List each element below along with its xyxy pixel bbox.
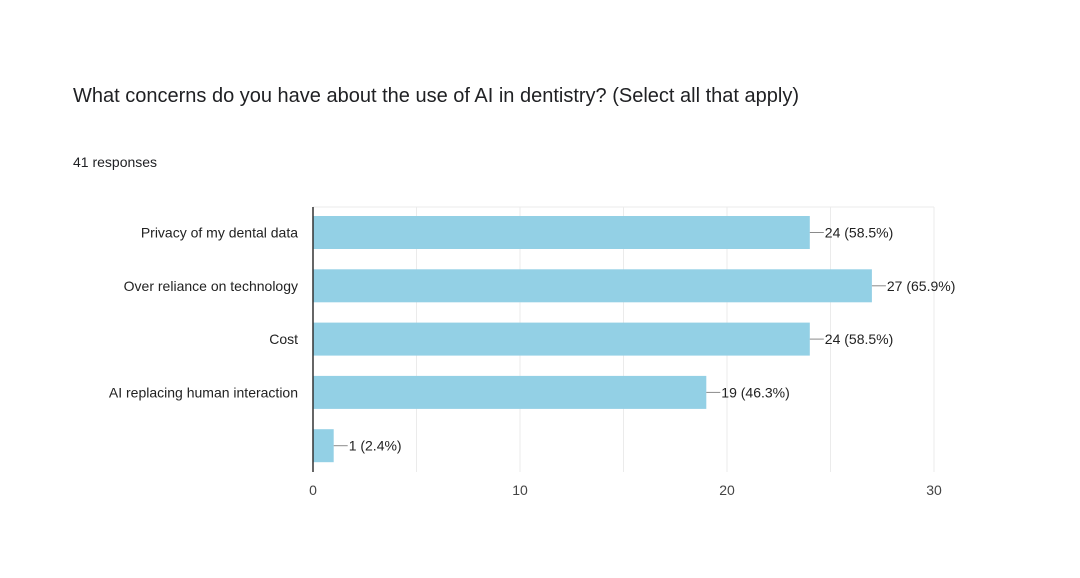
data-label: 19 (46.3%) [721,384,789,400]
category-label: Cost [269,331,298,347]
x-tick-label: 20 [719,482,735,498]
data-label: 27 (65.9%) [887,278,955,294]
label-layer: Privacy of my dental data 24 (58.5%) Over … [109,225,955,454]
data-label: 1 (2.4%) [349,438,402,454]
bar [313,429,334,463]
category-label: AI replacing human interaction [109,384,298,400]
data-label: 24 (58.5%) [825,225,893,241]
bar-layer [313,216,872,463]
x-tick-label: 0 [309,482,317,498]
data-label: 24 (58.5%) [825,331,893,347]
x-tick-label: 10 [512,482,528,498]
axis-layer: 0 10 20 30 [309,207,942,498]
x-tick-label: 30 [926,482,942,498]
response-count: 41 responses [73,154,158,170]
category-label: Privacy of my dental data [141,225,298,241]
grid-layer [313,206,935,472]
bar [313,322,810,356]
question-title: What concerns do you have about the use … [73,85,799,107]
bar [313,269,872,303]
category-label: Over reliance on technology [124,278,298,294]
bar [313,375,707,409]
bar [313,216,810,249]
